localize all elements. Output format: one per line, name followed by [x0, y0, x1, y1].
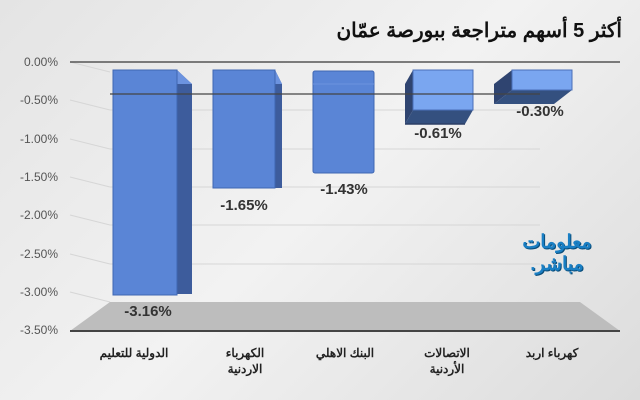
value-label: -1.65%: [220, 197, 268, 214]
category-label: الدولية للتعليم: [99, 346, 169, 360]
bar-4: [405, 69, 474, 125]
value-label: -1.43%: [320, 181, 368, 198]
category-label: الكهرباء الاردنية: [225, 346, 265, 376]
bar-2: [212, 69, 282, 189]
bar-1: [112, 69, 192, 296]
mubasher-logo: معلومات مباشر.: [522, 232, 592, 275]
category-label: البنك الاهلي: [315, 346, 375, 360]
y-tick: -2.00%: [19, 208, 58, 222]
category-label: كهرباء اربد: [525, 346, 579, 360]
y-tick: 0.00%: [23, 55, 58, 69]
floor: [70, 302, 620, 331]
bar-5: [494, 69, 573, 104]
value-label: -0.61%: [414, 125, 462, 142]
bar-3: [312, 70, 375, 174]
y-tick: -1.50%: [19, 170, 58, 184]
y-tick: -3.50%: [19, 323, 58, 337]
chart-title: أكثر 5 أسهم متراجعة ببورصة عمّان: [336, 20, 622, 42]
y-tick: -0.50%: [19, 93, 58, 107]
value-label: -0.30%: [516, 103, 564, 120]
y-tick: -3.00%: [19, 285, 58, 299]
y-tick: -2.50%: [19, 247, 58, 261]
category-label: الاتصالات الأردنية: [424, 346, 470, 376]
y-tick: -1.00%: [19, 132, 58, 146]
value-label: -3.16%: [124, 303, 172, 320]
